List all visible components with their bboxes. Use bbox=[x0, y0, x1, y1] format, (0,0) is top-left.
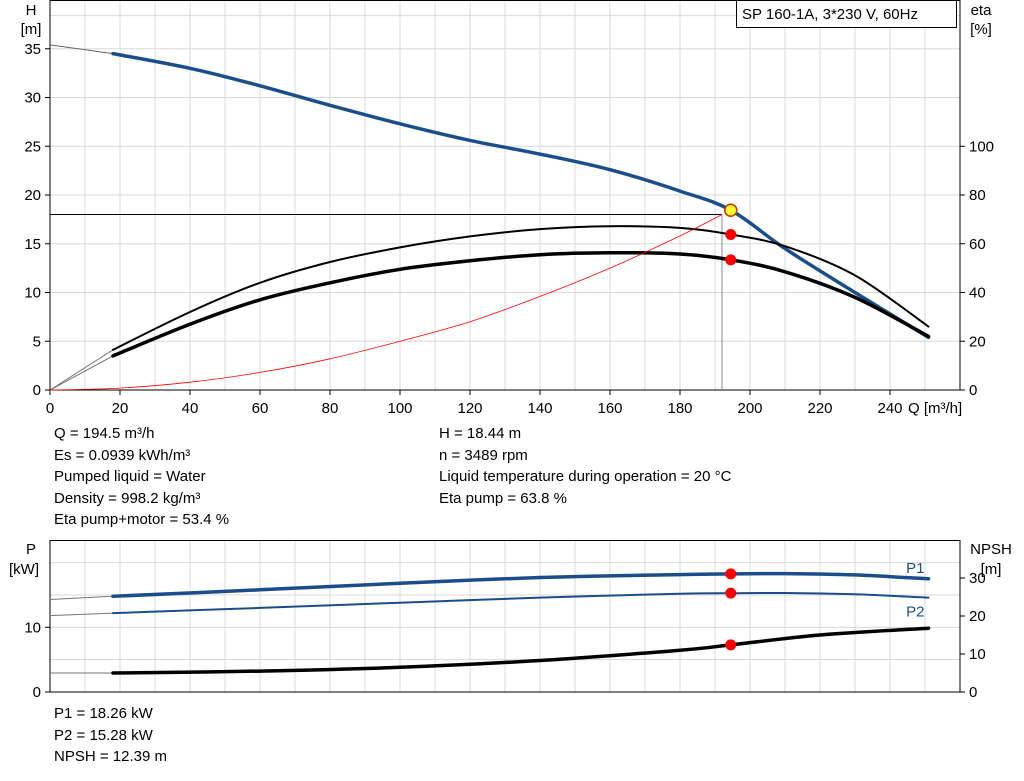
system-curve bbox=[49, 214, 723, 391]
info-top-left: Q = 194.5 m³/h Es = 0.0939 kWh/m³ Pumped… bbox=[54, 423, 229, 531]
p1-operating-marker bbox=[725, 568, 737, 580]
chart-title: SP 160-1A, 3*230 V, 60Hz bbox=[742, 6, 918, 23]
y-right-tick-label: 40 bbox=[969, 285, 986, 302]
info-specific-energy: Es = 0.0939 kWh/m³ bbox=[54, 446, 191, 464]
p2-curve-extrapolated bbox=[49, 612, 114, 617]
p1-curve-extrapolated bbox=[49, 595, 114, 601]
x-tick-label: 60 bbox=[252, 400, 269, 417]
head-curve bbox=[111, 51, 931, 340]
power-axis-label: P bbox=[26, 541, 36, 558]
y-right-axis-unit: [%] bbox=[970, 21, 992, 38]
x-tick-label: 0 bbox=[46, 400, 54, 417]
eta-total-marker bbox=[725, 254, 737, 266]
efficiency-pump-curve bbox=[112, 225, 930, 351]
x-tick-label: 120 bbox=[457, 400, 482, 417]
head-curve-extrapolated bbox=[49, 44, 114, 55]
npsh-operating-marker bbox=[725, 639, 737, 651]
p2-curve bbox=[112, 591, 930, 615]
x-tick-label: 80 bbox=[322, 400, 339, 417]
y-left-tick-label: 0 bbox=[33, 684, 41, 701]
y-left-tick-label: 20 bbox=[24, 187, 41, 204]
legend-p1: P1 bbox=[906, 560, 924, 577]
efficiency-total-curve bbox=[111, 250, 931, 358]
y-left-axis-unit: [m] bbox=[21, 21, 42, 38]
y-right-axis-label: eta bbox=[971, 2, 993, 19]
y-left-tick-label: 25 bbox=[24, 138, 41, 155]
x-axis-label: Q [m³/h] bbox=[908, 400, 962, 417]
y-left-tick-label: 30 bbox=[24, 90, 41, 107]
y-right-tick-label: 0 bbox=[969, 382, 977, 399]
info-density: Density = 998.2 kg/m³ bbox=[54, 489, 201, 507]
x-tick-label: 180 bbox=[667, 400, 692, 417]
y-right-tick-label: 100 bbox=[969, 138, 994, 155]
y-right-tick-label: 80 bbox=[969, 187, 986, 204]
info-speed: n = 3489 rpm bbox=[439, 446, 528, 464]
info-pumped-liquid: Pumped liquid = Water bbox=[54, 468, 206, 485]
y-right-tick-label: 10 bbox=[969, 646, 986, 663]
p1-curve bbox=[111, 571, 931, 599]
eta-pump-marker bbox=[725, 228, 737, 240]
npsh-curve bbox=[111, 626, 931, 675]
y-right-tick-label: 60 bbox=[969, 236, 986, 253]
y-right-tick-label: 30 bbox=[969, 570, 986, 587]
npsh-axis-label: NPSH bbox=[970, 541, 1012, 558]
info-p1: P1 = 18.26 kW bbox=[54, 705, 153, 722]
y-right-tick-label: 20 bbox=[969, 608, 986, 625]
p2-operating-marker bbox=[725, 587, 737, 599]
y-left-tick-label: 5 bbox=[33, 333, 41, 350]
operating-point-marker bbox=[724, 203, 738, 217]
y-left-tick-label: 10 bbox=[24, 619, 41, 636]
legend-p2: P2 bbox=[906, 604, 924, 621]
info-npsh: NPSH = 12.39 m bbox=[54, 748, 167, 765]
y-left-tick-label: 35 bbox=[24, 41, 41, 58]
y-left-tick-label: 0 bbox=[33, 382, 41, 399]
npsh-axis-unit: [m] bbox=[981, 561, 1002, 578]
x-tick-label: 20 bbox=[112, 400, 129, 417]
info-bottom: P1 = 18.26 kW P2 = 15.28 kW NPSH = 12.39… bbox=[54, 703, 167, 768]
info-flow: Q = 194.5 m³/h bbox=[54, 425, 155, 442]
efficiency-total-extrapolated bbox=[49, 355, 114, 391]
x-tick-label: 160 bbox=[597, 400, 622, 417]
title-box bbox=[736, 0, 957, 28]
info-head: H = 18.44 m bbox=[439, 425, 522, 442]
y-left-tick-label: 10 bbox=[24, 285, 41, 302]
info-p2: P2 = 15.28 kW bbox=[54, 726, 153, 744]
info-eta-pump: Eta pump = 63.8 % bbox=[439, 489, 567, 507]
info-eta-total: Eta pump+motor = 53.4 % bbox=[54, 511, 230, 528]
y-left-tick-label: 15 bbox=[24, 236, 41, 253]
x-tick-label: 220 bbox=[807, 400, 832, 417]
y-right-tick-label: 20 bbox=[969, 333, 986, 350]
y-left-axis-label: H bbox=[26, 2, 37, 19]
x-tick-label: 100 bbox=[387, 400, 412, 417]
x-tick-label: 140 bbox=[527, 400, 552, 417]
info-liquid-temperature: Liquid temperature during operation = 20… bbox=[439, 468, 732, 485]
info-top-right: H = 18.44 m n = 3489 rpm Liquid temperat… bbox=[439, 423, 731, 509]
x-tick-label: 200 bbox=[737, 400, 762, 417]
efficiency-pump-extrapolated bbox=[49, 349, 114, 391]
y-right-tick-label: 0 bbox=[969, 684, 977, 701]
x-tick-label: 240 bbox=[877, 400, 902, 417]
power-axis-unit: [kW] bbox=[9, 561, 39, 578]
x-tick-label: 40 bbox=[182, 400, 199, 417]
